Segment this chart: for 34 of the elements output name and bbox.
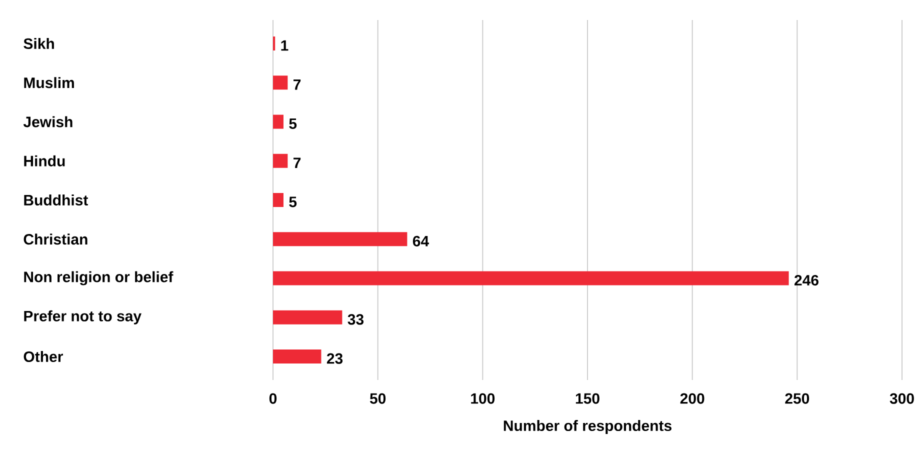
y-tick-label: Sikh bbox=[24, 38, 54, 49]
x-tick-label: 100 bbox=[471, 393, 495, 404]
y-tick-label: Other bbox=[24, 351, 63, 362]
x-tick-label: 50 bbox=[370, 393, 386, 404]
data-label: 1 bbox=[281, 40, 288, 51]
y-tick-label: Muslim bbox=[24, 77, 74, 88]
bar bbox=[273, 76, 288, 90]
y-tick-label: Christian bbox=[24, 234, 88, 245]
y-tick-label: Prefer not to say bbox=[24, 310, 142, 324]
bar bbox=[273, 310, 342, 324]
bar bbox=[273, 350, 322, 364]
data-label: 33 bbox=[348, 314, 364, 325]
data-label: 5 bbox=[289, 118, 297, 129]
data-label: 23 bbox=[326, 353, 343, 364]
bar bbox=[273, 271, 789, 286]
bar bbox=[273, 154, 288, 168]
data-label: 5 bbox=[289, 196, 297, 208]
y-tick-label: Hindu bbox=[24, 155, 65, 166]
x-tick-label: 0 bbox=[269, 393, 277, 404]
bar bbox=[273, 193, 284, 208]
data-label: 7 bbox=[294, 158, 301, 168]
data-label: 64 bbox=[412, 236, 429, 246]
x-axis-title: Number of respondents bbox=[504, 420, 672, 434]
x-tick-label: 200 bbox=[680, 393, 704, 404]
bar bbox=[273, 232, 408, 246]
x-tick-label: 300 bbox=[890, 393, 914, 404]
bar bbox=[273, 114, 284, 129]
x-tick-label: 150 bbox=[576, 393, 600, 404]
x-tick-label: 250 bbox=[785, 393, 810, 404]
y-tick-label: Buddhist bbox=[24, 194, 88, 206]
y-tick-label: Jewish bbox=[23, 116, 72, 128]
data-label: 246 bbox=[794, 274, 818, 286]
data-label: 7 bbox=[294, 79, 301, 90]
y-tick-label: Non religion or belief bbox=[24, 271, 174, 286]
